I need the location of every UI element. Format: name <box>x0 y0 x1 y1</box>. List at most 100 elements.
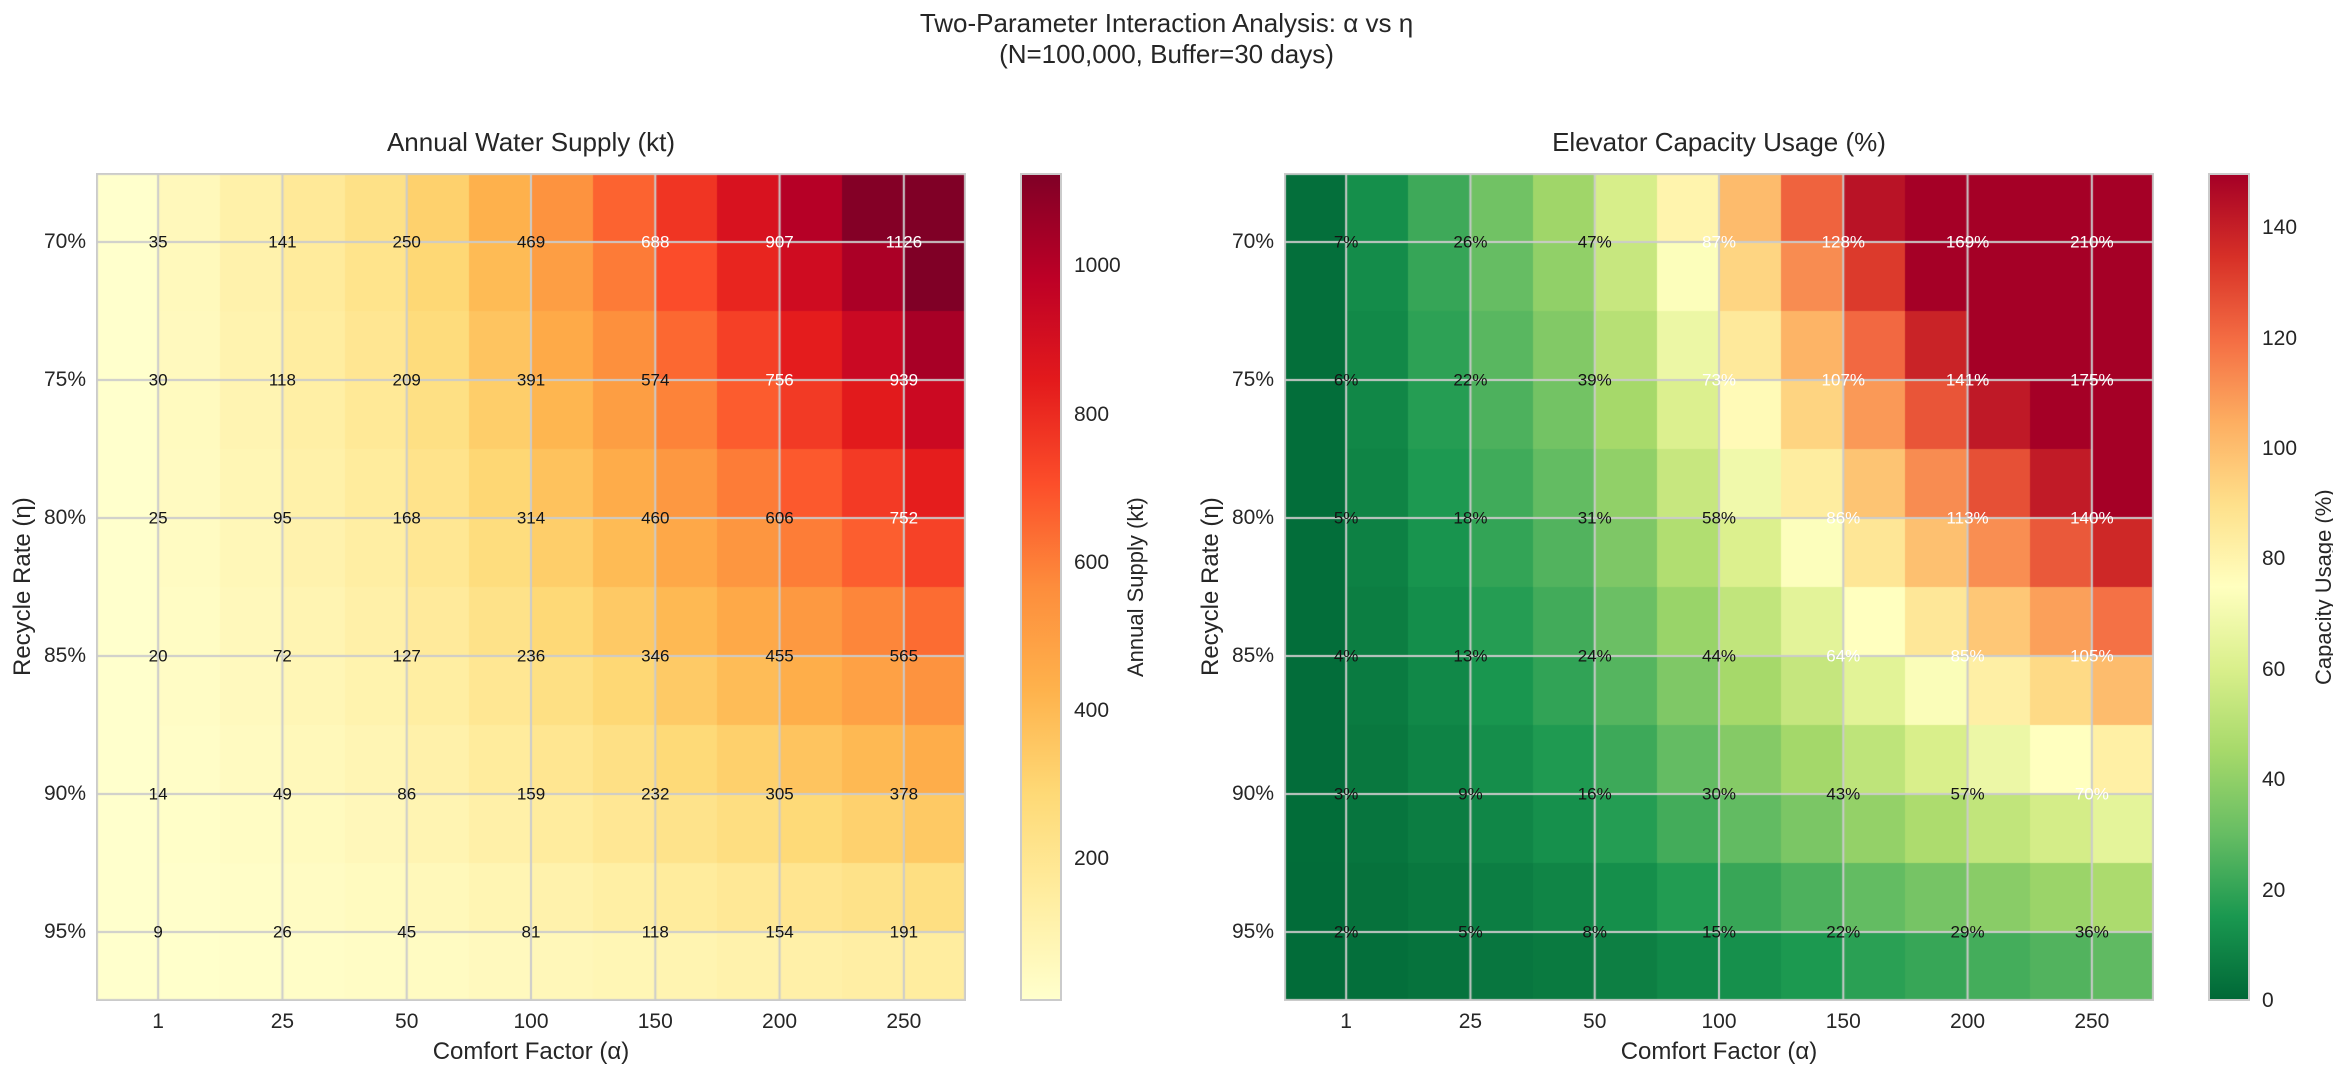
cell-value: 81 <box>521 922 541 942</box>
cell-value: 460 <box>641 508 670 528</box>
colorbar-label: Annual Supply (kt) <box>1123 497 1148 677</box>
cell-value: 169% <box>1945 232 1990 252</box>
figure-title-line2: (N=100,000, Buffer=30 days) <box>999 39 1334 69</box>
cell-value: 107% <box>1821 370 1866 390</box>
cell-value: 13% <box>1453 646 1488 666</box>
colorbar-label: Capacity Usage (%) <box>2311 489 2333 685</box>
cell-value: 95 <box>272 508 292 528</box>
plot-title-water-supply: Annual Water Supply (kt) <box>386 127 676 157</box>
cell-value: 907 <box>765 232 794 252</box>
x-axis-label: Comfort Factor (α) <box>1620 1038 1818 1065</box>
cell-value: 18% <box>1453 508 1488 528</box>
cell-value: 236 <box>516 646 546 666</box>
cell-value: 5% <box>1458 922 1483 942</box>
y-tick-label: 85% <box>43 644 86 667</box>
cell-value: 140% <box>2070 508 2114 528</box>
cell-value: 391 <box>516 370 546 390</box>
cell-value: 39% <box>1577 370 1612 390</box>
colorbar-tick-label: 100 <box>2262 437 2298 460</box>
cell-value: 154 <box>765 922 794 942</box>
cell-value: 3% <box>1333 784 1359 804</box>
cell-value: 378 <box>889 784 919 804</box>
y-tick-label: 75% <box>43 368 86 391</box>
cell-value: 72 <box>272 646 292 666</box>
cell-value: 4% <box>1333 646 1359 666</box>
cell-value: 57% <box>1950 784 1985 804</box>
y-tick-label: 95% <box>1231 920 1274 943</box>
cell-value: 8% <box>1582 922 1607 942</box>
cell-value: 31% <box>1577 508 1612 528</box>
cell-value: 15% <box>1701 922 1737 942</box>
plot-title-capacity-usage: Elevator Capacity Usage (%) <box>1552 127 1886 157</box>
x-tick-label: 50 <box>395 1010 419 1033</box>
cell-value: 118 <box>641 922 669 942</box>
cell-value: 16% <box>1577 784 1612 804</box>
cell-value: 141 <box>268 232 297 252</box>
cell-value: 752 <box>889 508 919 528</box>
cell-value: 20 <box>148 646 168 666</box>
colorbar-tick-label: 40 <box>2262 768 2286 792</box>
cell-value: 105% <box>2070 646 2114 666</box>
cell-value: 87% <box>1701 232 1737 252</box>
y-tick-label: 70% <box>43 230 86 253</box>
x-tick-label: 200 <box>1950 1010 1986 1033</box>
heatmap-capacity-usage: 7% 26% 47% 87% 128% 169% 210% 6% 22% 39% 73% 107% 14… <box>1284 173 2154 1001</box>
cell-value: 44% <box>1701 646 1737 666</box>
figure-title-line1: Two-Parameter Interaction Analysis: α vs… <box>919 8 1414 38</box>
cell-value: 5% <box>1333 508 1359 528</box>
heatmap-mesh-canvas <box>96 173 966 1001</box>
cell-value: 36% <box>2074 922 2109 942</box>
cell-value: 35 <box>148 232 168 252</box>
cell-value: 22% <box>1826 922 1861 942</box>
cell-value: 232 <box>641 784 670 804</box>
y-tick-label: 95% <box>43 920 86 943</box>
colorbar-tick-label: 20 <box>2262 878 2286 902</box>
cell-value: 455 <box>765 646 794 666</box>
x-axis-tick-labels: 1 25 50 100 150 200 250 <box>96 1010 966 1036</box>
cell-value: 469 <box>516 232 546 252</box>
cell-value: 26% <box>1453 232 1488 252</box>
cell-value: 70% <box>2074 784 2109 804</box>
figure-title: Two-Parameter Interaction Analysis: α vs… <box>0 8 2333 70</box>
x-axis-label: Comfort Factor (α) <box>432 1038 630 1065</box>
cell-value: 141% <box>1945 370 1990 390</box>
y-tick-label: 75% <box>1231 368 1274 391</box>
x-tick-label: 1 <box>1340 1010 1352 1033</box>
cell-value: 26 <box>272 922 292 942</box>
cell-value: 606 <box>765 508 794 528</box>
cell-value: 756 <box>765 370 794 390</box>
cell-value: 25 <box>148 508 168 528</box>
x-tick-label: 100 <box>1701 1010 1737 1033</box>
colorbar-tick-label: 200 <box>1074 847 1110 871</box>
y-tick-label: 80% <box>43 506 86 529</box>
y-tick-label: 85% <box>1231 644 1274 667</box>
cell-value: 168 <box>392 508 421 528</box>
cell-value: 45 <box>397 922 417 942</box>
x-tick-label: 150 <box>637 1010 673 1033</box>
cell-value: 939 <box>889 370 919 390</box>
y-tick-label: 70% <box>1231 230 1274 253</box>
x-tick-label: 250 <box>886 1010 922 1033</box>
cell-value: 86 <box>397 784 417 804</box>
colorbar-tick-label: 400 <box>1074 699 1110 723</box>
cell-value: 128% <box>1821 232 1866 252</box>
cell-value: 58% <box>1701 508 1737 528</box>
colorbar-tick-labels: 200 400 600 800 1000 <box>1074 173 1154 1001</box>
x-tick-label: 250 <box>2074 1010 2110 1033</box>
colorbar-tick-label: 600 <box>1074 550 1110 574</box>
cell-value: 250 <box>392 232 421 252</box>
colorbar-tick-label: 1000 <box>1074 254 1121 278</box>
x-tick-label: 25 <box>1458 1010 1483 1033</box>
colorbar-tick-label: 120 <box>2262 326 2298 350</box>
heatmap-mesh-canvas <box>1284 173 2154 1001</box>
cell-value: 574 <box>641 370 670 390</box>
x-tick-label: 1 <box>152 1010 164 1033</box>
cell-value: 49 <box>272 784 292 804</box>
cell-value: 14 <box>148 784 168 804</box>
colorbar-tick-label: 80 <box>2262 547 2286 571</box>
cell-value: 43% <box>1826 784 1861 804</box>
cell-value: 314 <box>516 508 546 528</box>
cell-value: 2% <box>1333 922 1359 942</box>
colorbar-water-supply <box>1020 173 1062 1001</box>
x-tick-label: 25 <box>270 1010 295 1033</box>
